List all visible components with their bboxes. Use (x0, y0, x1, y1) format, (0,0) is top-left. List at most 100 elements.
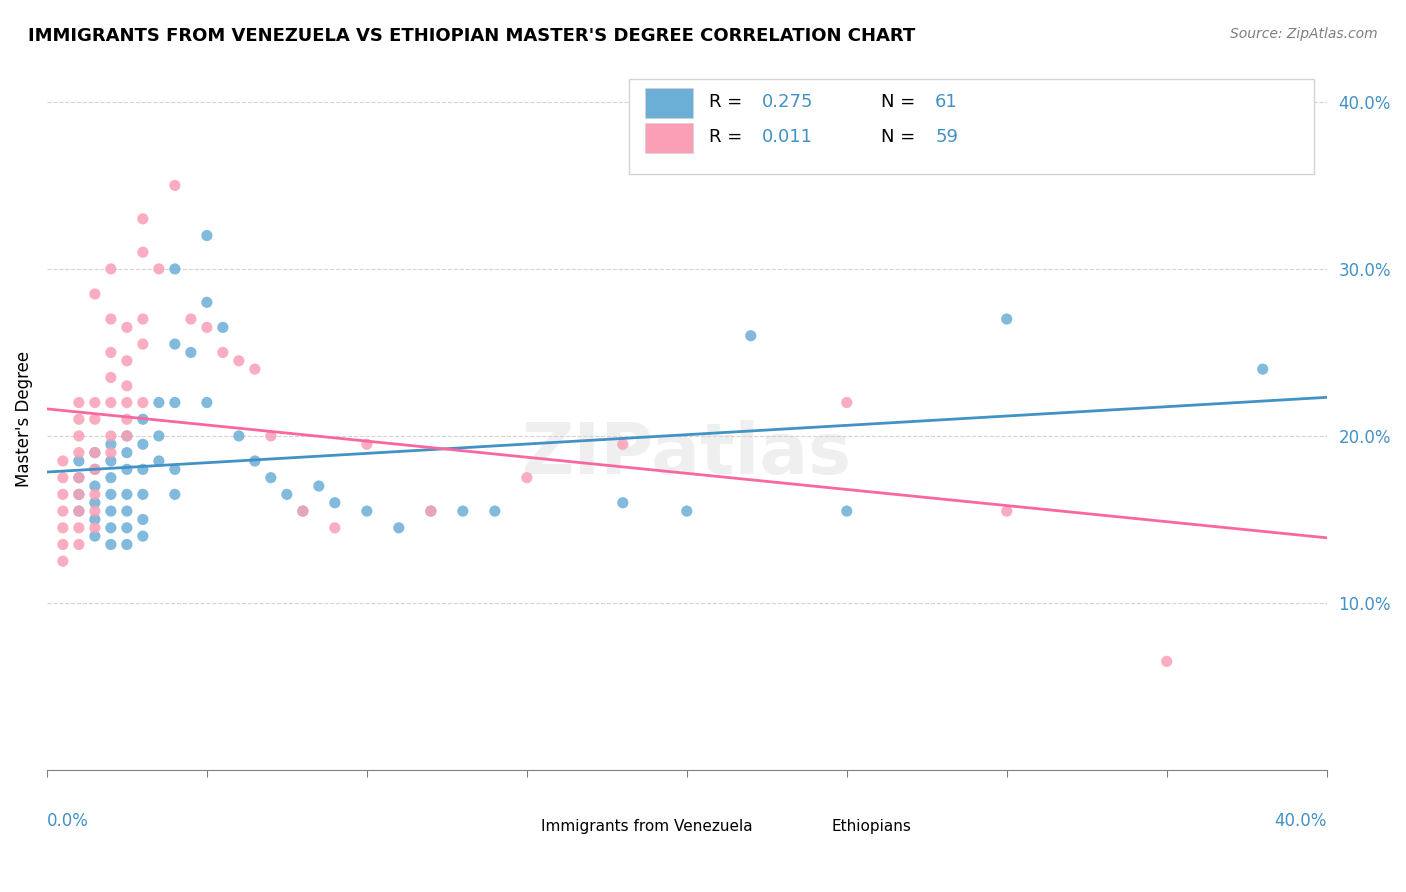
Point (388, 521, 411, 535)
Point (291, 504, 314, 518)
Point (115, 429, 138, 443)
Point (52, 454, 75, 468)
Point (612, 437, 634, 451)
Point (163, 395, 186, 409)
Point (115, 395, 138, 409)
Point (451, 504, 474, 518)
Point (195, 320, 218, 334)
Point (419, 504, 441, 518)
Point (419, 504, 441, 518)
Point (132, 512, 155, 526)
Point (163, 487, 186, 501)
Point (67, 504, 90, 518)
Point (308, 479, 330, 493)
Point (323, 521, 346, 535)
Point (163, 462, 186, 476)
Point (995, 312, 1018, 326)
Point (83, 445, 105, 459)
Point (83, 512, 105, 526)
Point (67, 429, 90, 443)
Point (83, 462, 105, 476)
Point (83, 529, 105, 543)
Point (67, 487, 90, 501)
Point (995, 504, 1018, 518)
Point (115, 320, 138, 334)
Point (132, 437, 155, 451)
Point (100, 370, 122, 384)
Point (83, 462, 105, 476)
Point (83, 487, 105, 501)
Point (132, 337, 155, 351)
Text: 40.0%: 40.0% (1274, 812, 1327, 830)
Point (100, 454, 122, 468)
Point (132, 412, 155, 426)
Point (212, 345, 235, 359)
Point (212, 320, 235, 334)
Point (484, 504, 506, 518)
Point (100, 429, 122, 443)
Point (132, 312, 155, 326)
Text: N =: N = (882, 93, 921, 112)
Point (243, 454, 266, 468)
Point (115, 429, 138, 443)
Point (132, 487, 155, 501)
Point (228, 353, 250, 368)
Point (52, 487, 75, 501)
Text: 59: 59 (935, 128, 957, 146)
Text: Ethiopians: Ethiopians (831, 819, 911, 833)
Point (115, 445, 138, 459)
Point (83, 504, 105, 518)
Point (100, 521, 122, 535)
FancyBboxPatch shape (644, 123, 693, 153)
Point (67, 454, 90, 468)
Point (260, 471, 283, 485)
Point (260, 429, 283, 443)
FancyBboxPatch shape (644, 88, 693, 118)
Point (100, 345, 122, 359)
Point (276, 487, 298, 501)
Text: 0.011: 0.011 (762, 128, 813, 146)
Point (115, 379, 138, 393)
Point (1251, 362, 1274, 376)
Text: 61: 61 (935, 93, 957, 112)
Y-axis label: Master's Degree: Master's Degree (15, 351, 32, 487)
Point (67, 471, 90, 485)
Point (180, 312, 202, 326)
Point (243, 362, 266, 376)
Point (115, 462, 138, 476)
Point (115, 353, 138, 368)
Text: R =: R = (709, 93, 748, 112)
Text: 0.0%: 0.0% (46, 812, 89, 830)
Point (67, 487, 90, 501)
Point (67, 445, 90, 459)
Point (612, 496, 634, 510)
Point (115, 412, 138, 426)
Point (52, 471, 75, 485)
Point (148, 261, 170, 276)
Point (115, 487, 138, 501)
Point (148, 454, 170, 468)
Point (115, 504, 138, 518)
Point (67, 395, 90, 409)
Point (100, 437, 122, 451)
Point (835, 395, 858, 409)
Point (195, 228, 218, 243)
Point (195, 395, 218, 409)
Point (516, 471, 538, 485)
Text: N =: N = (882, 128, 921, 146)
Point (148, 395, 170, 409)
FancyBboxPatch shape (630, 79, 1313, 174)
Point (740, 328, 762, 343)
Point (100, 537, 122, 551)
Point (132, 529, 155, 543)
Point (83, 395, 105, 409)
Point (132, 211, 155, 226)
Text: Source: ZipAtlas.com: Source: ZipAtlas.com (1230, 27, 1378, 41)
Point (180, 345, 202, 359)
Point (148, 429, 170, 443)
Text: Immigrants from Venezuela: Immigrants from Venezuela (541, 819, 752, 833)
Point (675, 504, 697, 518)
Point (1156, 654, 1178, 668)
Point (83, 479, 105, 493)
Point (100, 504, 122, 518)
